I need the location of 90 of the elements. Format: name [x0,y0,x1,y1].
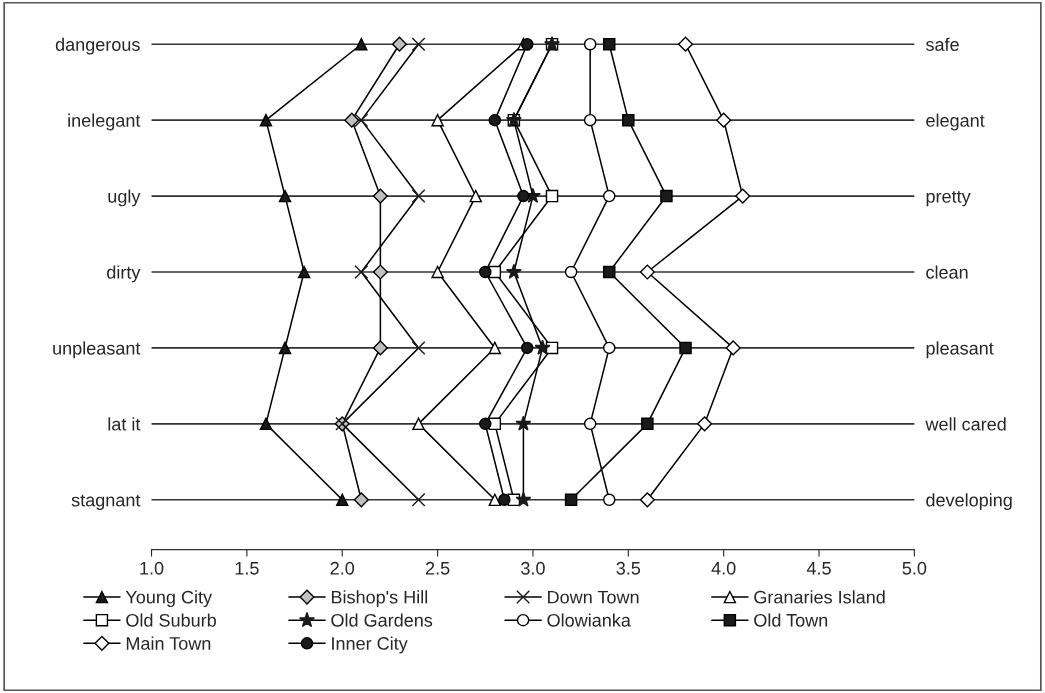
point [412,417,425,431]
point [479,265,492,279]
point [411,189,426,204]
point [259,113,273,127]
legend-label: Bishop's Hill [331,590,428,608]
point [391,36,408,52]
point [583,37,597,51]
legend-label: Down Town [548,590,639,604]
point [564,493,578,507]
point [278,341,292,355]
point [354,113,369,128]
point [411,340,426,355]
point [372,340,388,356]
legend-label: Young City [125,590,213,608]
legend-label: Old Suburb [126,613,216,627]
y-tick-label: inelegant [68,113,141,131]
y-tick-label: dirty [107,265,141,283]
point [602,493,616,507]
point [278,189,292,203]
point [505,263,522,279]
point [431,265,444,279]
point [735,188,751,204]
y-tick-label: ugly [108,189,141,207]
point [297,265,311,279]
x-tick-label: 1.0 [140,561,164,575]
point [372,264,388,280]
legend-label: Granaries Island [754,590,885,604]
point [622,113,635,127]
point [335,493,349,507]
point [353,492,369,508]
point [431,113,444,127]
point [602,265,616,279]
point [534,339,551,355]
point [344,112,360,128]
y2-tick-label: pretty [926,190,971,207]
y2-tick-label: safe [925,37,959,51]
legend-label: Old Gardens [331,613,433,627]
x-tick-label: 5.0 [902,561,927,575]
y-tick-label: dangerous [55,37,140,55]
point [354,265,369,279]
point [520,341,534,355]
x-tick-label: 3.5 [616,561,641,575]
x-tick-label: 2.0 [330,561,355,575]
point [520,37,534,51]
point [677,36,694,52]
point [583,113,597,127]
point [411,37,426,52]
point [355,37,368,51]
x-tick-label: 2.5 [425,561,450,575]
point [679,341,692,355]
point [488,113,502,127]
point [469,189,482,203]
x-tick-label: 3.0 [521,561,545,575]
x-tick-label: 1.5 [235,562,259,575]
point [583,417,597,431]
y2-tick-label: clean [926,265,968,279]
point [515,491,532,507]
point [639,264,655,280]
point [488,341,502,355]
y-tick-label: unpleasant [53,341,141,359]
point [725,340,741,356]
point [641,417,654,431]
y2-tick-label: developing [926,493,1012,511]
y-tick-label: lat it [108,417,141,431]
point [697,416,713,432]
y2-tick-label: pleasant [926,341,994,359]
point [639,492,655,508]
point [602,189,616,203]
x-tick-label: 4.5 [806,562,831,575]
legend-label: Inner City [332,636,408,654]
point [372,188,388,204]
point [602,37,616,51]
point [564,265,578,279]
point [602,341,616,355]
legend-label: Old Town [754,613,828,627]
legend-label: Main Town [126,636,211,650]
legend-label: Olowianka [547,613,631,627]
point [517,189,530,203]
point [660,189,673,203]
point [545,189,559,203]
point [479,417,492,431]
point [515,415,532,431]
point [716,112,732,128]
point [498,493,511,507]
y2-tick-label: well cared [925,417,1006,431]
point [259,417,273,431]
y2-tick-label: elegant [926,113,985,131]
point [411,492,426,507]
x-tick-label: 4.0 [711,561,736,575]
y-tick-label: stagnant [71,494,141,511]
